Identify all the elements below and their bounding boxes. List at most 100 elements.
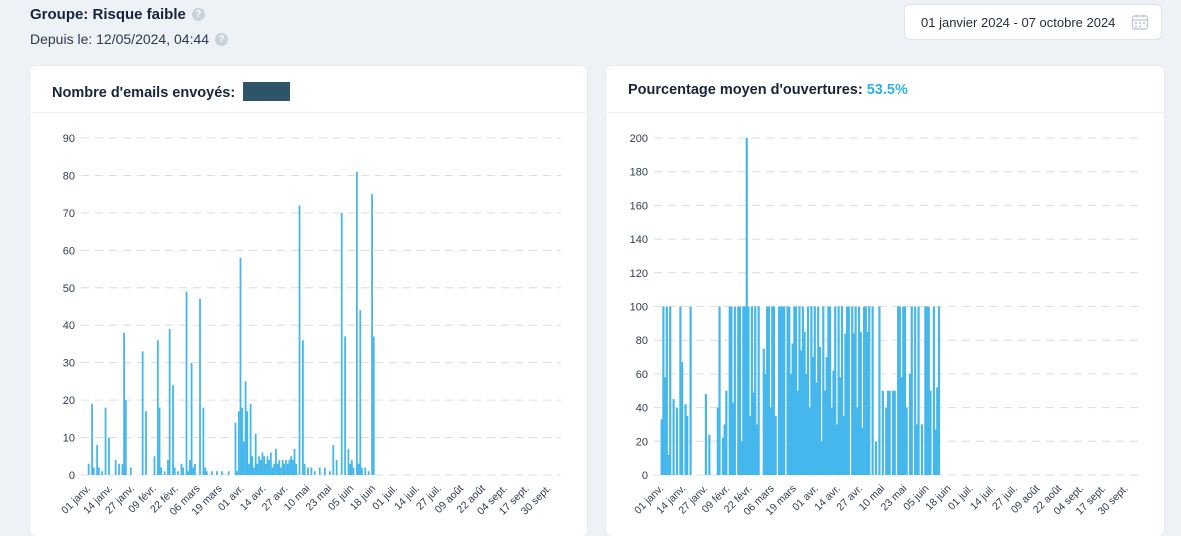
- bar[interactable]: [180, 463, 183, 475]
- bar[interactable]: [153, 456, 156, 475]
- bar[interactable]: [332, 445, 335, 475]
- bar[interactable]: [210, 471, 213, 475]
- bar[interactable]: [349, 463, 352, 475]
- bar[interactable]: [660, 419, 663, 475]
- bar[interactable]: [295, 463, 298, 475]
- bar[interactable]: [920, 424, 924, 475]
- bar[interactable]: [199, 299, 201, 475]
- bar[interactable]: [672, 399, 675, 475]
- bar[interactable]: [891, 390, 895, 475]
- bar[interactable]: [288, 460, 291, 475]
- help-icon[interactable]: ?: [215, 32, 229, 46]
- bar[interactable]: [823, 390, 827, 475]
- bar[interactable]: [796, 390, 799, 475]
- bar[interactable]: [817, 306, 820, 476]
- bar[interactable]: [737, 306, 740, 476]
- bar[interactable]: [124, 400, 127, 475]
- bar[interactable]: [936, 387, 939, 475]
- bar[interactable]: [791, 343, 794, 475]
- bar[interactable]: [278, 460, 281, 475]
- bar[interactable]: [669, 306, 672, 476]
- bar[interactable]: [202, 407, 205, 475]
- bar[interactable]: [269, 452, 272, 475]
- bar[interactable]: [788, 306, 791, 476]
- bar[interactable]: [275, 448, 277, 475]
- bar[interactable]: [249, 403, 252, 475]
- bar[interactable]: [740, 441, 743, 475]
- bar[interactable]: [684, 404, 687, 475]
- bar[interactable]: [118, 463, 120, 475]
- bar[interactable]: [718, 306, 721, 476]
- bar[interactable]: [236, 471, 239, 475]
- bar[interactable]: [840, 306, 844, 476]
- bar[interactable]: [242, 441, 245, 475]
- bar[interactable]: [851, 306, 854, 476]
- bar[interactable]: [323, 467, 326, 475]
- bar[interactable]: [871, 306, 874, 476]
- bar[interactable]: [732, 402, 735, 475]
- bar[interactable]: [783, 306, 786, 476]
- bar[interactable]: [767, 306, 770, 476]
- bar[interactable]: [205, 471, 208, 475]
- bar[interactable]: [318, 467, 321, 475]
- bar[interactable]: [820, 441, 823, 475]
- bar[interactable]: [839, 377, 842, 475]
- bar[interactable]: [160, 467, 163, 475]
- bar[interactable]: [789, 373, 793, 475]
- bar[interactable]: [866, 331, 869, 475]
- bar[interactable]: [290, 456, 293, 475]
- bar[interactable]: [810, 306, 813, 476]
- bar[interactable]: [762, 348, 765, 475]
- bar[interactable]: [355, 171, 358, 475]
- bar[interactable]: [806, 306, 810, 476]
- bar[interactable]: [266, 456, 269, 475]
- bar[interactable]: [357, 463, 360, 475]
- bar[interactable]: [815, 382, 818, 475]
- bar[interactable]: [721, 437, 725, 475]
- bar[interactable]: [864, 306, 867, 476]
- bar[interactable]: [863, 306, 866, 476]
- bar[interactable]: [781, 306, 784, 476]
- bar[interactable]: [771, 306, 774, 476]
- bar[interactable]: [310, 467, 313, 475]
- bar[interactable]: [313, 471, 316, 475]
- bar[interactable]: [364, 467, 367, 475]
- bar[interactable]: [667, 454, 670, 475]
- bar[interactable]: [215, 471, 218, 475]
- bar[interactable]: [924, 306, 927, 476]
- bar[interactable]: [738, 306, 742, 476]
- bar[interactable]: [96, 445, 99, 475]
- bar[interactable]: [800, 350, 803, 475]
- bar[interactable]: [123, 332, 126, 475]
- bar[interactable]: [244, 381, 247, 475]
- bar[interactable]: [779, 306, 782, 476]
- bar[interactable]: [835, 424, 839, 475]
- bar[interactable]: [897, 306, 900, 476]
- bar[interactable]: [241, 407, 244, 475]
- bar[interactable]: [221, 471, 223, 475]
- bar[interactable]: [187, 471, 190, 475]
- bar[interactable]: [749, 416, 752, 475]
- bar[interactable]: [830, 407, 833, 475]
- bar[interactable]: [97, 467, 100, 475]
- bar[interactable]: [716, 407, 719, 475]
- bar[interactable]: [772, 306, 776, 476]
- bar[interactable]: [914, 306, 917, 476]
- bar[interactable]: [874, 441, 878, 475]
- bar[interactable]: [293, 448, 296, 475]
- bar[interactable]: [813, 306, 816, 476]
- bar[interactable]: [335, 460, 338, 475]
- bar[interactable]: [827, 306, 830, 476]
- bar[interactable]: [234, 422, 237, 475]
- bar[interactable]: [192, 467, 195, 475]
- bar[interactable]: [101, 471, 104, 475]
- bar[interactable]: [910, 306, 913, 476]
- bar[interactable]: [793, 306, 796, 476]
- bar[interactable]: [248, 463, 250, 475]
- bar[interactable]: [764, 373, 767, 475]
- bar[interactable]: [754, 306, 757, 476]
- date-range-picker[interactable]: 01 janvier 2024 - 07 octobre 2024: [904, 4, 1162, 40]
- bar[interactable]: [268, 460, 271, 475]
- bar[interactable]: [141, 351, 144, 475]
- bar[interactable]: [854, 306, 857, 476]
